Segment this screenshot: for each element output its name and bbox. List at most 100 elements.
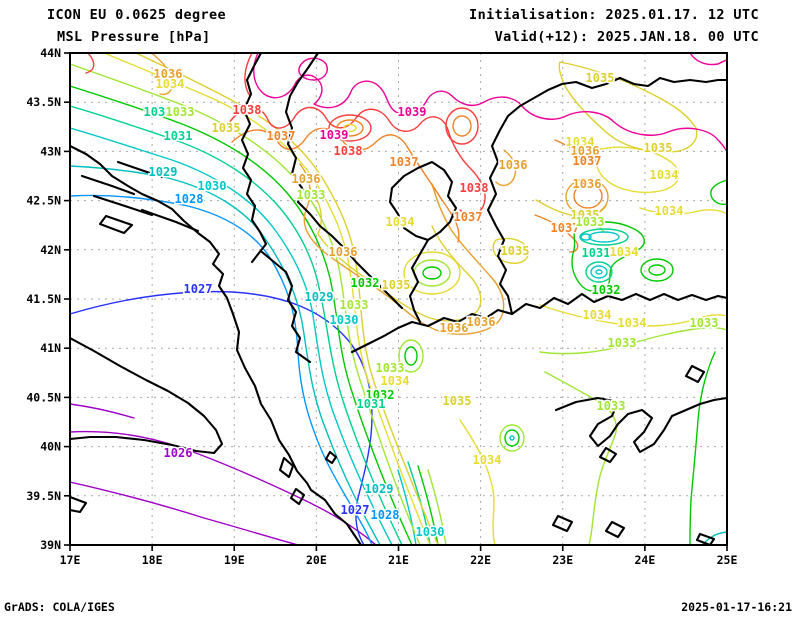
isobar-contours <box>70 53 727 545</box>
contour-1033 <box>544 371 617 545</box>
lat-label: 41.5N <box>26 292 61 306</box>
lat-label: 42.5N <box>26 194 61 208</box>
contour-1035 <box>309 187 482 322</box>
isobar-value-label: 1036 <box>154 67 183 81</box>
coastline-adriatic <box>70 144 363 545</box>
isobar-value-label: 1035 <box>571 208 600 222</box>
isobar-value-label: 1033 <box>297 188 326 202</box>
isobar-value-label: 1031 <box>144 105 173 119</box>
isobar-value-label: 1033 <box>597 399 626 413</box>
contour-1030 <box>397 469 417 545</box>
lon-label: 21E <box>388 553 409 567</box>
coastline-island <box>598 446 618 464</box>
contour-1034-ring <box>343 123 357 133</box>
contour-1034-ring <box>403 251 461 295</box>
isobar-value-label: 1033 <box>608 336 637 350</box>
lon-label: 17E <box>60 553 81 567</box>
isobar-value-label: 1034 <box>583 308 612 322</box>
border-greece-north <box>350 292 727 354</box>
isobar-value-label: 1031 <box>164 129 193 143</box>
isobar-value-label: 1033 <box>690 316 719 330</box>
axis-layer: 17E 18E 19E 20E 21E 22E 23E 24E 25E 44N 43.5N 43N 42… <box>26 46 737 567</box>
contour-1033-ring <box>398 339 424 373</box>
contour-1033-ring <box>413 259 451 287</box>
coastline-aegean <box>554 396 727 454</box>
contour-1030-ring <box>580 233 592 241</box>
contour-1030-ring <box>588 231 620 243</box>
isobar-value-label: 1029 <box>149 165 178 179</box>
coastlines-and-borders <box>70 53 727 545</box>
border-albania-east <box>260 250 312 364</box>
isobar-value-label: 1033 <box>376 361 405 375</box>
isobar-value-label: 1037 <box>454 210 483 224</box>
coastline-island <box>324 450 338 465</box>
isobar-value-label: 1036 <box>467 315 496 329</box>
contour-1037 <box>554 139 585 165</box>
contour-1031-ring <box>579 228 629 246</box>
contour-1036-ring <box>565 178 609 216</box>
coastline-island <box>289 487 306 506</box>
contour-1032 <box>417 465 439 545</box>
initialisation-time: Initialisation: 2025.01.17. 12 UTC <box>469 7 759 23</box>
contour-1028 <box>70 194 373 545</box>
isobar-value-label: 1036 <box>499 158 528 172</box>
isobar-value-label: 1034 <box>156 77 185 91</box>
lon-label: 25E <box>717 553 738 567</box>
isobar-value-label: 1027 <box>184 282 213 296</box>
contour-1034 <box>539 304 727 327</box>
contour-1029 <box>70 165 381 545</box>
lat-label: 41N <box>40 341 61 355</box>
isobar-value-label: 1029 <box>305 290 334 304</box>
isobar-value-label: 1039 <box>320 128 349 142</box>
contour-1037-ring <box>573 183 603 209</box>
coastline-island <box>604 520 626 539</box>
isobar-value-label: 1034 <box>386 215 415 229</box>
lat-label: 39.5N <box>26 489 61 503</box>
lat-label: 43.5N <box>26 95 61 109</box>
isobar-value-label: 1028 <box>175 192 204 206</box>
lon-label: 19E <box>224 553 245 567</box>
contour-1038-ring <box>328 114 372 142</box>
contour-1030-ring <box>590 265 608 279</box>
isobar-value-label: 1038 <box>233 103 262 117</box>
isobar-value-label: 1034 <box>650 168 679 182</box>
isobar-value-label: 1036 <box>440 321 469 335</box>
isobar-value-label: 1032 <box>366 388 395 402</box>
contour-1038 <box>244 53 253 97</box>
isobar-value-label: 1035 <box>212 121 241 135</box>
contour-1033 <box>575 213 605 233</box>
contour-1032 <box>710 179 727 206</box>
isobar-value-label: 1030 <box>198 179 227 193</box>
contour-1039 <box>253 53 727 153</box>
contour-1032-ring <box>648 264 666 276</box>
contour-1037-ring <box>336 119 364 137</box>
isobar-value-label: 1030 <box>416 525 445 539</box>
contour-1034 <box>639 207 727 215</box>
contour-1037 <box>231 127 460 243</box>
isobar-value-label: 1036 <box>329 245 358 259</box>
contour-1038 <box>227 106 486 216</box>
contour-1036 <box>495 149 517 187</box>
isobar-value-label: 1032 <box>351 276 380 290</box>
lat-label: 40N <box>40 440 61 454</box>
contour-1038 <box>85 53 95 74</box>
coastline-corfu <box>278 456 295 479</box>
contour-1036 <box>299 163 505 335</box>
contour-1033-ring <box>499 424 525 452</box>
contour-1036 <box>151 53 174 96</box>
coastline-islands <box>98 214 134 235</box>
coastline-islands <box>92 194 154 217</box>
contour-1032-ring <box>404 346 418 366</box>
lon-label: 23E <box>552 553 573 567</box>
coastline-island <box>551 514 574 533</box>
contour-1032-ring <box>504 429 520 447</box>
coastline-islands <box>116 160 164 179</box>
contour-1030 <box>70 127 393 545</box>
isobar-value-label: 1032 <box>592 283 621 297</box>
lat-label: 44N <box>40 46 61 60</box>
lat-label: 39N <box>40 538 61 552</box>
border-serbia-west <box>284 53 404 310</box>
